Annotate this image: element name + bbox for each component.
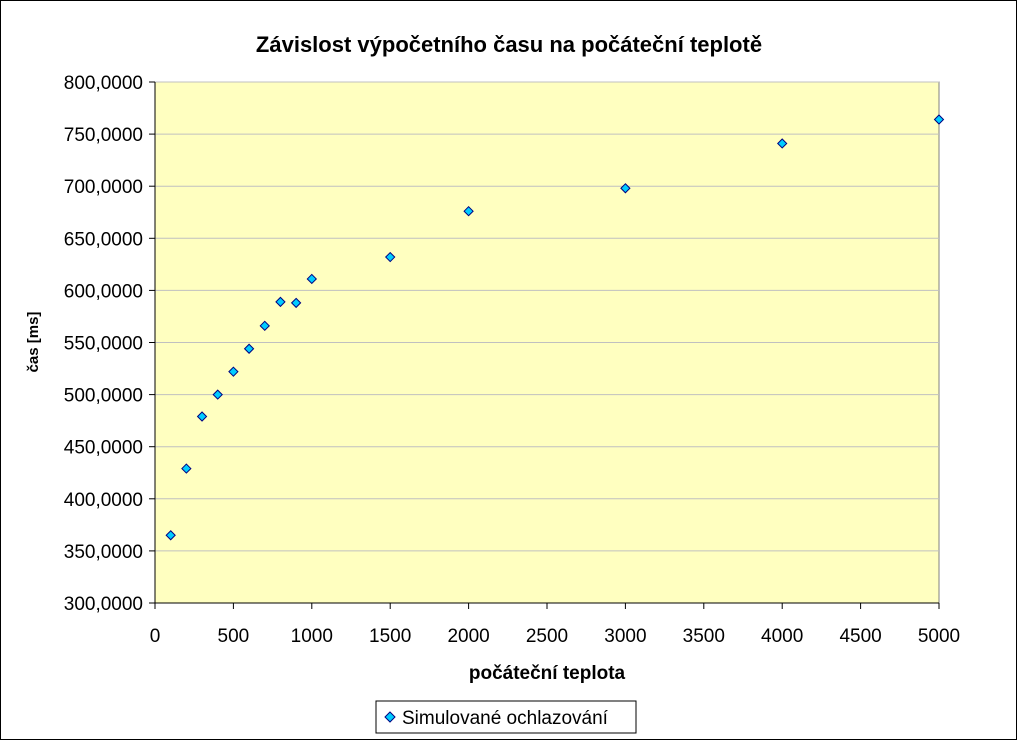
data-point: [275, 296, 286, 308]
x-tick-label: 2500: [526, 626, 568, 647]
y-tick-label: 700,0000: [64, 177, 143, 198]
y-tick-label: 500,0000: [64, 386, 143, 407]
y-tick-label: 600,0000: [64, 281, 143, 302]
data-point: [259, 320, 270, 332]
legend: Simulované ochlazování: [375, 700, 637, 734]
data-point: [776, 138, 788, 149]
x-tick-label: 4000: [761, 626, 803, 647]
x-tick-label: 3500: [683, 626, 725, 647]
legend-box: [375, 700, 637, 734]
x-tick-label: 2000: [447, 626, 489, 647]
data-point: [933, 114, 945, 125]
data-point: [463, 206, 474, 217]
y-tick-label: 550,0000: [64, 334, 143, 355]
data-point: [212, 389, 223, 400]
x-tick-label: 0: [150, 626, 161, 647]
y-tick-label: 300,0000: [64, 594, 143, 615]
x-tick-label: 5000: [918, 626, 960, 647]
data-point: [306, 273, 318, 285]
x-axis-label: počáteční teplota: [469, 663, 626, 684]
y-tick-label: 450,0000: [64, 438, 143, 459]
gridlines: [155, 81, 939, 552]
y-axis-label: čas [ms]: [25, 312, 42, 373]
y-axis-ticks: 300,0000 350,0000 400,0000 450,0000 500,0000…: [64, 73, 155, 615]
data-point: [165, 530, 176, 541]
data-point: [196, 411, 208, 422]
x-tick-label: 3000: [604, 626, 646, 647]
y-tick-label: 350,0000: [64, 542, 143, 563]
legend-diamond-icon: [384, 711, 396, 723]
y-tick-label: 650,0000: [64, 229, 143, 250]
x-tick-label: 1000: [291, 626, 333, 647]
legend-entry: Simulované ochlazování: [402, 708, 609, 729]
data-point: [181, 463, 192, 474]
chart-title: Závislost výpočetního času na počáteční …: [256, 32, 762, 57]
data-point: [243, 343, 255, 354]
x-axis-ticks: 0 500 1000 1500 2000 2500 3000 3500 4000 4500 5000: [150, 603, 960, 647]
data-point: [620, 183, 631, 194]
data-point: [228, 366, 239, 377]
x-tick-label: 4500: [839, 626, 881, 647]
data-points: [165, 114, 945, 541]
y-tick-label: 750,0000: [64, 125, 143, 146]
data-point: [384, 251, 396, 263]
y-tick-label: 400,0000: [64, 490, 143, 511]
data-point: [290, 297, 302, 309]
x-tick-label: 1500: [369, 626, 411, 647]
y-tick-label: 800,0000: [64, 73, 143, 94]
x-tick-label: 500: [218, 626, 250, 647]
